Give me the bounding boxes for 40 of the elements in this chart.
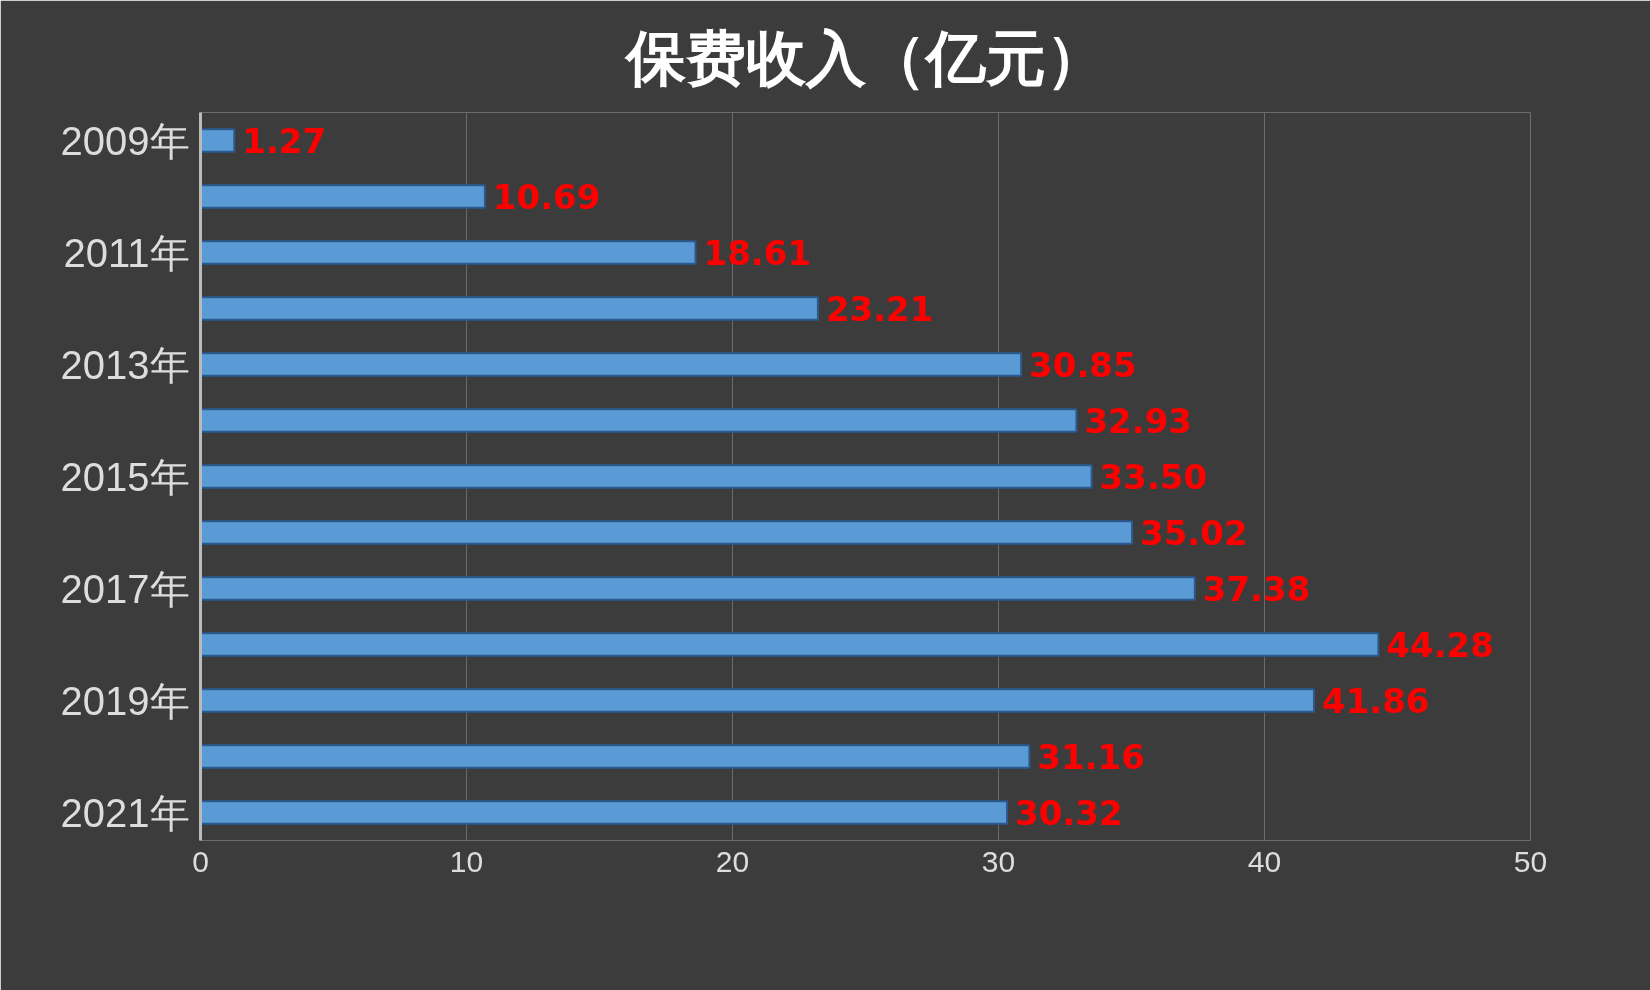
y-tick-label: 2011年 (63, 230, 190, 275)
x-tick-label: 0 (192, 844, 209, 878)
x-tick-label: 40 (1247, 844, 1282, 878)
bar (200, 352, 1023, 377)
y-tick-label: 2009年 (60, 118, 190, 163)
x-tick-label: 20 (715, 844, 750, 878)
data-label: 44.28 (1386, 625, 1494, 665)
bar (200, 688, 1315, 713)
bar (200, 464, 1093, 489)
x-tick-label: 30 (981, 844, 1016, 878)
bar (200, 240, 697, 265)
data-label: 30.32 (1015, 793, 1123, 833)
data-label: 30.85 (1029, 345, 1137, 385)
y-tick-label: 2019年 (60, 678, 190, 723)
data-label: 37.38 (1202, 569, 1311, 609)
y-tick-label: 2017年 (60, 566, 190, 611)
data-label: 23.21 (825, 289, 934, 329)
data-label: 32.93 (1084, 401, 1192, 441)
data-label: 41.86 (1321, 681, 1430, 721)
bar (200, 408, 1078, 433)
data-label: 18.61 (703, 233, 812, 273)
bar (200, 296, 819, 321)
data-label: 33.50 (1099, 457, 1208, 497)
x-tick-label: 50 (1513, 844, 1548, 878)
data-label: 31.16 (1037, 737, 1145, 777)
bar (200, 744, 1031, 769)
y-tick-label: 2021年 (60, 790, 190, 835)
y-tick-label: 2013年 (60, 342, 190, 387)
y-tick-label: 2015年 (60, 454, 190, 499)
chart-title: 保费收入（亿元） (623, 22, 1106, 93)
bar (200, 128, 236, 153)
bar (200, 520, 1134, 545)
bar (200, 576, 1196, 601)
bar (200, 184, 486, 209)
data-label: 10.69 (492, 177, 601, 217)
bar (200, 800, 1009, 825)
x-tick-label: 10 (449, 844, 484, 878)
bar (200, 632, 1380, 657)
data-label: 1.27 (242, 121, 327, 161)
data-label: 35.02 (1140, 513, 1248, 553)
